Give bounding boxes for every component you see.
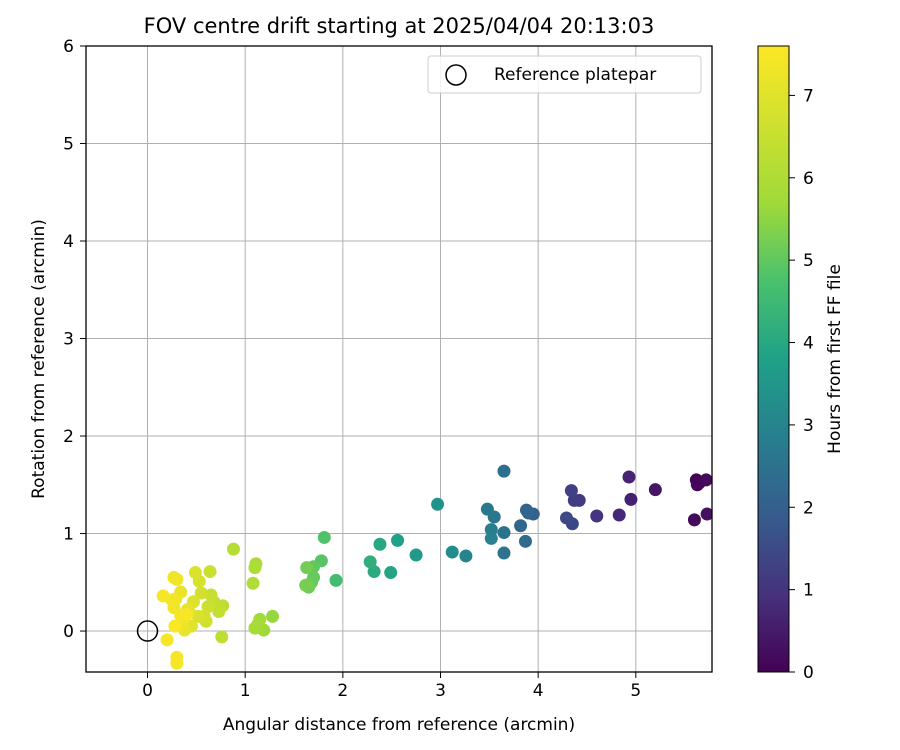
data-point <box>160 633 174 647</box>
x-tick-label: 1 <box>240 681 251 701</box>
data-point <box>497 526 511 540</box>
x-tick-label: 2 <box>337 681 348 701</box>
data-point <box>480 502 494 516</box>
y-tick-label: 3 <box>63 330 74 350</box>
data-points <box>156 464 712 670</box>
colorbar-label: Hours from first FF file <box>825 264 845 454</box>
data-point <box>170 656 184 670</box>
data-point <box>194 586 208 600</box>
data-point <box>559 511 573 525</box>
data-point <box>317 530 331 544</box>
data-point <box>201 600 215 614</box>
data-point <box>700 507 712 521</box>
data-point <box>329 573 343 587</box>
x-tick-label: 0 <box>142 681 153 701</box>
data-point <box>212 605 226 619</box>
x-axis-label: Angular distance from reference (arcmin) <box>223 715 575 735</box>
legend: Reference platepar <box>427 55 702 94</box>
legend-label: Reference platepar <box>494 65 656 85</box>
data-point <box>612 508 626 522</box>
data-point <box>687 513 701 527</box>
legend-marker <box>445 64 467 86</box>
data-point <box>648 483 662 497</box>
y-tick-label: 6 <box>63 37 74 57</box>
data-point <box>497 464 511 478</box>
y-tick-label: 2 <box>63 427 74 447</box>
data-point <box>167 570 181 584</box>
colorbar-tick-label: 1 <box>803 581 814 601</box>
y-tick-label: 5 <box>63 135 74 155</box>
data-point <box>624 492 638 506</box>
colorbar-ticks: 0 1 2 3 4 5 6 7 <box>789 86 814 683</box>
plot-frame <box>85 45 713 673</box>
data-point <box>564 484 578 498</box>
data-point <box>699 473 712 487</box>
data-point <box>445 545 459 559</box>
y-tick-label: 1 <box>63 525 74 545</box>
data-point <box>204 588 218 602</box>
data-point <box>188 566 202 580</box>
data-point <box>299 578 313 592</box>
x-tick-label: 3 <box>435 681 446 701</box>
data-point <box>248 561 262 575</box>
data-point <box>180 607 194 621</box>
data-point <box>266 609 280 623</box>
data-point <box>391 533 405 547</box>
chart-title: FOV centre drift starting at 2025/04/04 … <box>144 14 655 38</box>
data-point <box>497 546 511 560</box>
y-axis: 0 1 2 3 4 5 6 <box>63 37 86 642</box>
data-point <box>367 565 381 579</box>
colorbar-tick-label: 7 <box>803 86 814 106</box>
data-point <box>373 537 387 551</box>
data-point <box>514 519 528 533</box>
legend-box <box>427 55 702 94</box>
reference-point <box>136 620 159 642</box>
data-point <box>567 493 581 507</box>
y-tick-label: 4 <box>63 232 74 252</box>
data-point <box>622 470 636 484</box>
data-point <box>363 555 377 569</box>
data-point <box>168 619 182 633</box>
colorbar-tick-label: 2 <box>803 498 814 518</box>
data-point <box>409 548 423 562</box>
colorbar-tick-label: 5 <box>803 251 814 271</box>
x-tick-label: 5 <box>630 681 641 701</box>
data-point <box>156 589 170 603</box>
data-point <box>246 576 260 590</box>
colorbar <box>757 45 790 673</box>
data-point <box>300 561 314 575</box>
colorbar-tick-label: 3 <box>803 416 814 436</box>
data-point <box>431 497 445 511</box>
x-tick-label: 4 <box>533 681 544 701</box>
colorbar-tick-label: 0 <box>803 663 814 683</box>
data-point <box>590 509 604 523</box>
colorbar-tick-label: 4 <box>803 334 814 354</box>
data-point <box>248 621 262 635</box>
data-point <box>518 534 532 548</box>
data-point <box>459 549 473 563</box>
x-axis: 0 1 2 3 4 5 <box>142 672 641 701</box>
data-point <box>521 506 535 520</box>
y-axis-label: Rotation from reference (arcmin) <box>29 219 49 499</box>
data-point <box>226 542 240 556</box>
y-tick-label: 0 <box>63 622 74 642</box>
data-point <box>484 531 498 545</box>
data-point <box>215 630 229 644</box>
data-point <box>384 566 398 580</box>
data-point <box>203 565 217 579</box>
colorbar-tick-label: 6 <box>803 169 814 189</box>
